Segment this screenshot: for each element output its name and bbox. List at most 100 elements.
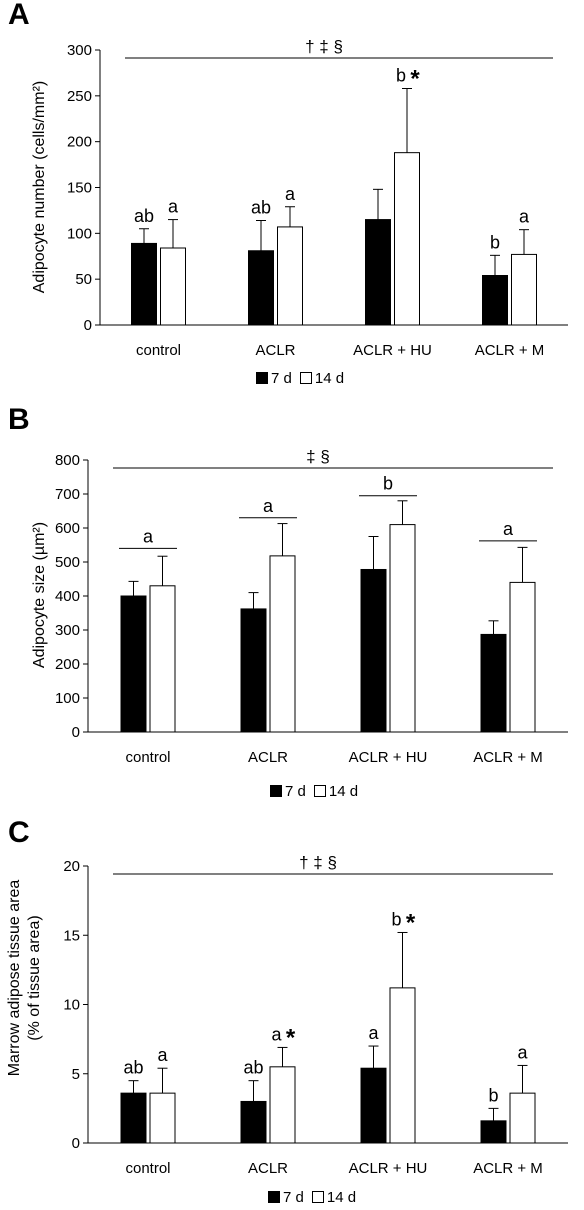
group-letter: b bbox=[490, 232, 500, 252]
y-tick-label: 600 bbox=[55, 520, 80, 537]
bar bbox=[480, 633, 507, 733]
y-tick-label: 200 bbox=[67, 134, 92, 151]
y-tick-label: 200 bbox=[55, 656, 80, 673]
group-letter: ab bbox=[123, 1058, 143, 1078]
significance-asterisk: * bbox=[410, 66, 420, 93]
group-letter: a bbox=[271, 1024, 282, 1044]
y-tick-label: 5 bbox=[72, 1066, 80, 1083]
group-letter: a bbox=[519, 207, 530, 227]
panel-label: B bbox=[8, 403, 30, 436]
bar bbox=[389, 987, 416, 1144]
y-tick-label: 300 bbox=[55, 622, 80, 639]
bar bbox=[509, 1092, 536, 1144]
bar bbox=[394, 152, 420, 326]
bar bbox=[511, 253, 537, 326]
x-tick-label: control bbox=[125, 1160, 170, 1177]
pair-letter: a bbox=[143, 526, 154, 546]
x-tick-label: control bbox=[125, 749, 170, 766]
panel-label: A bbox=[8, 0, 30, 31]
x-tick-label: control bbox=[136, 342, 181, 359]
y-tick-label: 100 bbox=[67, 225, 92, 242]
panel-c: C Marrow adipose tissue area (% of tissu… bbox=[0, 818, 584, 1210]
bar bbox=[269, 555, 296, 733]
x-tick-label: ACLR bbox=[255, 342, 295, 359]
pair-letter: a bbox=[503, 519, 514, 539]
bar bbox=[480, 1120, 507, 1144]
pair-letter: a bbox=[263, 496, 274, 516]
legend-swatch-7d bbox=[268, 1191, 280, 1203]
y-tick-label: 50 bbox=[75, 271, 92, 288]
y-tick-label: 0 bbox=[72, 1135, 80, 1152]
bar bbox=[269, 1066, 296, 1144]
legend-label-7d: 7 d bbox=[271, 370, 292, 387]
bar bbox=[277, 226, 303, 326]
bar bbox=[149, 585, 176, 733]
bar bbox=[160, 247, 186, 326]
legend-label-14d: 14 d bbox=[328, 783, 359, 800]
bar bbox=[389, 524, 416, 733]
panel-label: C bbox=[8, 816, 30, 849]
y-tick-label: 150 bbox=[67, 180, 92, 197]
x-tick-label: ACLR + HU bbox=[349, 1160, 428, 1177]
y-tick-label: 800 bbox=[55, 452, 80, 469]
pair-letter: b bbox=[383, 474, 393, 494]
bar-chart: 0 5 10 15 20 control ACLR ACLR + HU ACLR + M † ‡ … bbox=[63, 853, 568, 1177]
group-letter: a bbox=[168, 197, 179, 217]
y-tick-label: 15 bbox=[63, 927, 80, 944]
legend-swatch-14d bbox=[311, 1191, 324, 1203]
significance-asterisk: * bbox=[286, 1024, 296, 1051]
group-letter: b bbox=[391, 909, 401, 929]
group-letter: b bbox=[396, 66, 406, 86]
legend-label-7d: 7 d bbox=[283, 1189, 304, 1206]
x-tick-label: ACLR bbox=[248, 1160, 288, 1177]
x-tick-label: ACLR bbox=[248, 749, 288, 766]
x-tick-label: ACLR + HU bbox=[349, 749, 428, 766]
legend-label-7d: 7 d bbox=[285, 783, 306, 800]
group-letter: b bbox=[488, 1085, 498, 1105]
y-tick-label: 250 bbox=[67, 88, 92, 105]
significance-asterisk: * bbox=[406, 909, 416, 936]
bar bbox=[482, 275, 508, 326]
bar bbox=[248, 250, 274, 326]
legend-swatch-14d bbox=[299, 372, 312, 384]
bar bbox=[120, 595, 147, 733]
x-tick-label: ACLR + HU bbox=[353, 342, 432, 359]
significance-symbols: ‡ § bbox=[306, 447, 330, 466]
bar-chart: 0 50 100 150 200 250 300 control ACLR ACLR + HU AC… bbox=[67, 37, 568, 359]
legend: 7 d 14 d bbox=[268, 1188, 356, 1208]
legend-swatch-7d bbox=[256, 372, 268, 384]
bar bbox=[360, 1067, 387, 1144]
bar bbox=[149, 1092, 176, 1144]
y-tick-label: 10 bbox=[63, 997, 80, 1014]
bar bbox=[240, 608, 267, 733]
group-letter: a bbox=[517, 1042, 528, 1062]
group-letter: ab bbox=[243, 1058, 263, 1078]
group-letter: ab bbox=[251, 198, 271, 218]
legend-swatch-14d bbox=[313, 785, 326, 797]
y-tick-label: 500 bbox=[55, 554, 80, 571]
y-tick-label: 0 bbox=[84, 317, 92, 334]
y-tick-label: 400 bbox=[55, 588, 80, 605]
legend-label-14d: 14 d bbox=[326, 1189, 357, 1206]
panel-a: A Adipocyte number (cells/mm²) 0 50 100 150… bbox=[0, 0, 584, 400]
group-letter: ab bbox=[134, 206, 154, 226]
legend-label-14d: 14 d bbox=[314, 370, 345, 387]
bar bbox=[240, 1100, 267, 1144]
x-tick-label: ACLR + M bbox=[473, 1160, 543, 1177]
y-tick-label: 0 bbox=[72, 724, 80, 741]
group-letter: a bbox=[368, 1023, 379, 1043]
bar bbox=[365, 219, 391, 326]
y-tick-label: 20 bbox=[63, 858, 80, 875]
x-tick-label: ACLR + M bbox=[475, 342, 545, 359]
x-tick-label: ACLR + M bbox=[473, 749, 543, 766]
bar bbox=[509, 581, 536, 733]
y-tick-label: 300 bbox=[67, 42, 92, 59]
y-tick-label: 100 bbox=[55, 690, 80, 707]
significance-symbols: † ‡ § bbox=[305, 37, 343, 56]
bar bbox=[120, 1092, 147, 1144]
group-letter: a bbox=[157, 1045, 168, 1065]
bar bbox=[360, 568, 387, 733]
legend: 7 d 14 d bbox=[256, 369, 344, 389]
bar bbox=[131, 242, 157, 326]
